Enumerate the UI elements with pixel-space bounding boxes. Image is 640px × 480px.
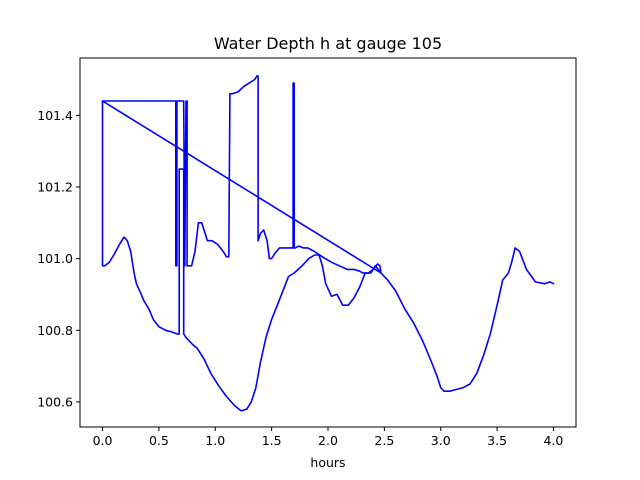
x-tick-label: 3.5 [487, 433, 507, 448]
x-tick-label: 0.0 [93, 433, 113, 448]
x-tick-label: 0.5 [149, 433, 169, 448]
plot-frame [79, 57, 577, 428]
x-tick-label: 2.5 [374, 433, 394, 448]
x-axis: 0.0 0.5 1.0 1.5 2.0 2.5 3.0 3.5 4.0 [93, 427, 564, 448]
series-line-1 [101, 100, 555, 412]
chart-title: Water Depth h at gauge 105 [214, 34, 442, 53]
y-tick-label: 100.8 [37, 323, 73, 338]
x-tick-label: 3.0 [431, 433, 451, 448]
y-tick-label: 100.6 [37, 394, 73, 409]
x-axis-label: hours [310, 455, 345, 470]
x-tick-label: 2.0 [318, 433, 338, 448]
x-tick-label: 4.0 [544, 433, 564, 448]
y-tick-label: 101.4 [37, 108, 73, 123]
x-tick-label: 1.5 [262, 433, 282, 448]
x-tick-label: 1.0 [205, 433, 225, 448]
series-line-2 [101, 75, 382, 274]
y-axis: 100.6 100.8 101.0 101.2 101.4 [37, 108, 80, 409]
y-tick-label: 101.2 [37, 179, 73, 194]
plot-area [101, 75, 555, 412]
y-tick-label: 101.0 [37, 251, 73, 266]
